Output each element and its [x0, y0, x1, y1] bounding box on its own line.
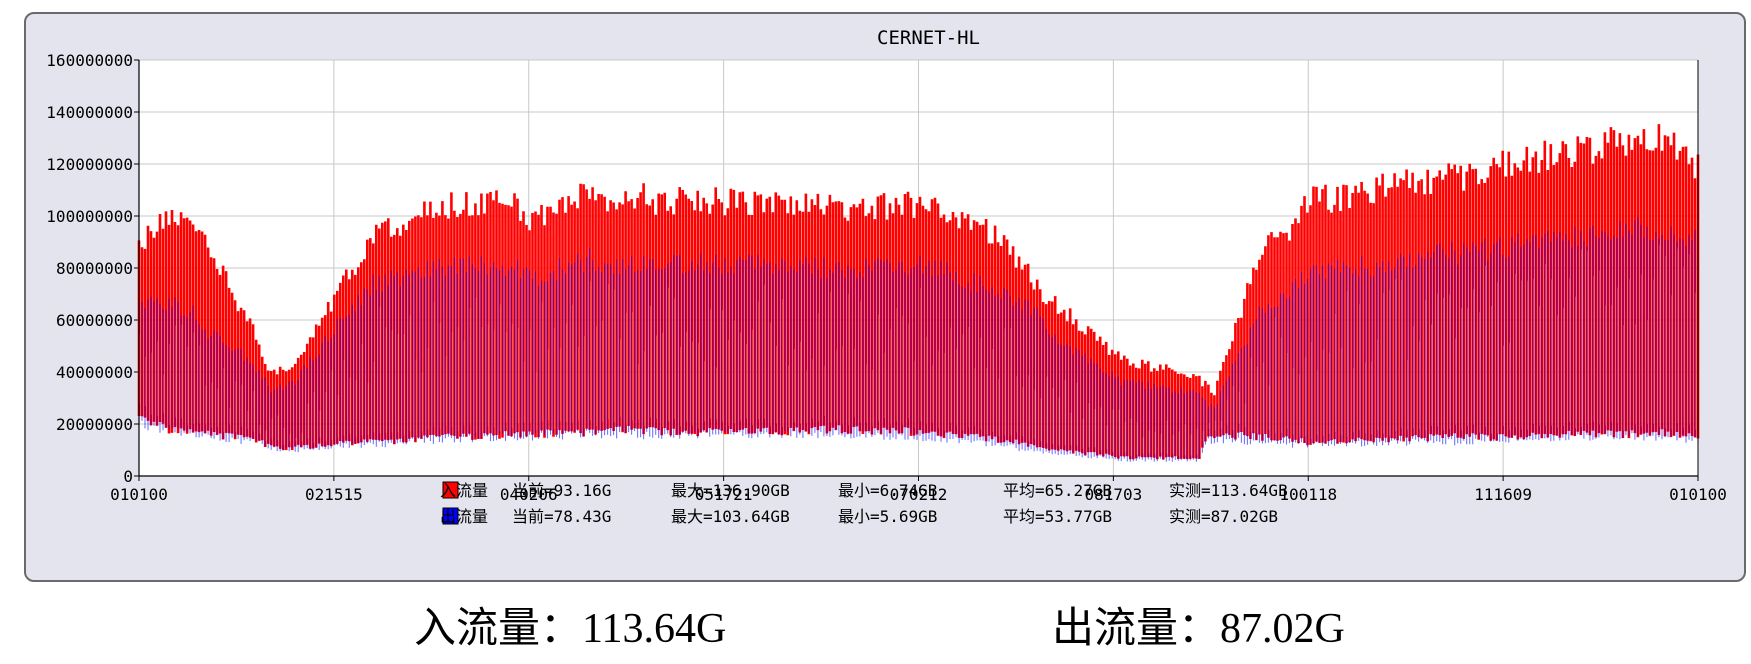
legend-min: 最小=6.74GB — [838, 481, 937, 500]
legend-avg: 平均=65.27GB — [1003, 481, 1112, 500]
legend-max: 最大=136.90GB — [671, 481, 790, 500]
y-tick-label: 20000000 — [56, 415, 133, 434]
x-tick-label: 021515 — [305, 485, 363, 504]
x-tick-label: 111609 — [1474, 485, 1532, 504]
legend-current: 当前=78.43G — [512, 507, 611, 526]
legend-swatch — [442, 481, 459, 499]
legend-min: 最小=5.69GB — [838, 507, 937, 526]
y-tick-label: 0 — [123, 467, 133, 486]
outbound-traffic-caption: 出流量：87.02G — [1052, 606, 1345, 652]
y-tick-label: 80000000 — [56, 259, 133, 278]
inbound-series-shading — [139, 244, 1697, 456]
traffic-chart: CERNET-HL 0 20000000 40000000 60000000 800000… — [46, 27, 1727, 526]
x-tick-label: 051721 — [695, 485, 753, 504]
legend-name: 出流量 — [440, 507, 488, 526]
x-tick-label: 010100 — [110, 485, 168, 504]
chart-title: CERNET-HL — [877, 27, 980, 49]
y-tick-label: 160000000 — [46, 51, 133, 70]
x-tick-label: 081703 — [1084, 485, 1142, 504]
legend-max: 最大=103.64GB — [671, 507, 790, 526]
y-tick-label: 40000000 — [56, 363, 133, 382]
legend-measured: 实测=87.02GB — [1169, 507, 1278, 526]
inbound-traffic-caption: 入流量：113.64G — [414, 606, 727, 652]
legend-measured: 实测=113.64GB — [1169, 481, 1288, 500]
legend-avg: 平均=53.77GB — [1003, 507, 1112, 526]
y-tick-label: 60000000 — [56, 311, 133, 330]
y-tick-label: 120000000 — [46, 155, 133, 174]
x-tick-label: 010100 — [1669, 485, 1727, 504]
legend-name: 入流量 — [440, 481, 488, 500]
chart-panel: CERNET-HL 0 20000000 40000000 60000000 800000… — [24, 12, 1746, 582]
y-tick-label: 100000000 — [46, 207, 133, 226]
x-tick-label: 100118 — [1279, 485, 1337, 504]
legend-swatch — [442, 507, 459, 525]
x-tick-label: 040206 — [500, 485, 558, 504]
x-tick-label: 070212 — [890, 485, 948, 504]
y-tick-label: 140000000 — [46, 103, 133, 122]
legend-current: 当前=93.16G — [512, 481, 611, 500]
